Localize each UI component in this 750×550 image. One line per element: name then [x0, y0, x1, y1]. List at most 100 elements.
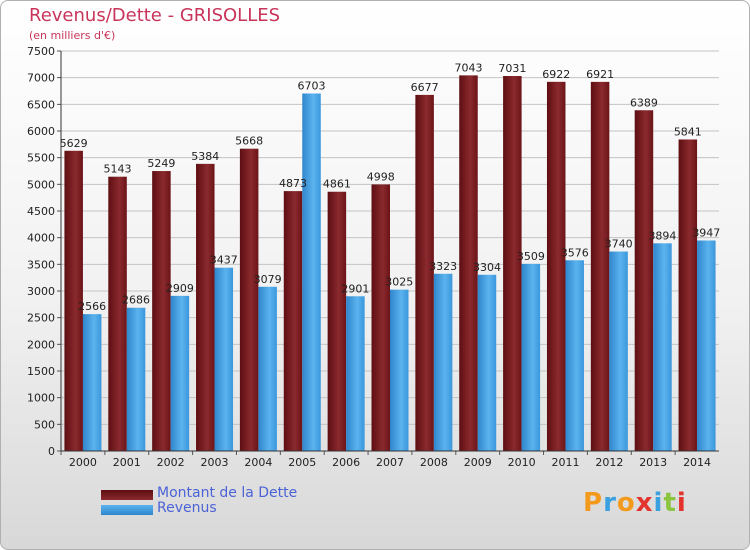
bar-revenus	[565, 260, 584, 451]
y-tick-label: 6500	[27, 98, 55, 111]
data-label-revenus: 3576	[561, 246, 589, 259]
bar-dette	[327, 191, 347, 451]
legend-label-revenus: Revenus	[157, 500, 217, 516]
data-label-revenus: 2686	[122, 294, 150, 307]
y-tick-label: 1000	[27, 392, 55, 405]
data-label-revenus: 2566	[78, 300, 106, 313]
x-tick-label: 2001	[113, 456, 141, 469]
bar-dette	[152, 171, 171, 451]
bar-dette	[678, 139, 698, 452]
data-label-dette: 5841	[674, 125, 702, 138]
y-tick-label: 7500	[27, 45, 55, 58]
data-label-revenus: 3509	[517, 250, 545, 263]
x-tick-label: 2003	[201, 456, 229, 469]
y-tick-label: 1500	[27, 365, 55, 378]
data-label-revenus: 3894	[648, 229, 676, 242]
data-labels: 5629 2566 5143 2686 5249 2909 5384 3437 5668 3079…	[60, 61, 721, 313]
x-tick-label: 2004	[244, 456, 272, 469]
data-label-revenus: 3740	[605, 238, 633, 251]
bar-revenus	[258, 286, 277, 451]
x-tick-label: 2008	[420, 456, 448, 469]
chart-title: Revenus/Dette - GRISOLLES	[29, 5, 281, 26]
logo-letter: i	[676, 488, 687, 518]
bar-revenus	[609, 251, 628, 451]
data-label-revenus: 2909	[166, 282, 194, 295]
bar-revenus	[346, 296, 365, 451]
data-label-revenus: 3323	[429, 260, 457, 273]
y-tick-label: 3500	[27, 258, 55, 271]
data-label-revenus: 3947	[692, 226, 720, 239]
bar-dette	[239, 148, 259, 451]
data-label-revenus: 3079	[254, 273, 282, 286]
bar-dette	[459, 75, 478, 451]
data-label-dette: 4998	[367, 170, 395, 183]
x-tick-label: 2010	[508, 456, 536, 469]
data-label-dette: 5384	[191, 150, 219, 163]
data-label-dette: 4861	[323, 178, 351, 191]
x-axis-ticks: 2000 2001 2002 2003 2004 2005 2006 2007 2008 2009…	[60, 451, 711, 469]
bar-revenus	[214, 267, 234, 451]
data-label-dette: 6677	[411, 81, 439, 94]
x-tick-label: 2002	[157, 456, 185, 469]
data-label-dette: 5629	[60, 137, 88, 150]
data-label-dette: 7031	[498, 62, 526, 75]
bar-revenus	[170, 295, 190, 451]
x-tick-label: 2014	[683, 456, 711, 469]
logo-letter: o	[616, 488, 636, 518]
legend-swatch-revenus	[101, 505, 153, 515]
bar-dette	[196, 163, 215, 451]
bar-dette	[64, 150, 83, 451]
data-label-dette: 6921	[586, 68, 614, 81]
y-tick-label: 6000	[27, 125, 55, 138]
axes	[60, 51, 719, 452]
data-label-revenus: 6703	[298, 80, 326, 93]
x-tick-label: 2000	[69, 456, 97, 469]
y-tick-label: 7000	[27, 72, 55, 85]
x-tick-label: 2005	[288, 456, 316, 469]
y-tick-label: 2000	[27, 338, 55, 351]
legend-swatch-dette	[101, 490, 153, 500]
bar-revenus	[697, 240, 716, 451]
bar-revenus	[653, 243, 672, 451]
bar-revenus	[82, 314, 102, 451]
data-label-dette: 6922	[542, 68, 570, 81]
chart-subtitle: (en milliers d'€)	[29, 29, 116, 42]
data-label-dette: 4873	[279, 177, 307, 190]
bar-dette	[546, 81, 566, 452]
logo-letter: P	[583, 488, 604, 518]
bar-revenus	[390, 289, 409, 451]
x-tick-label: 2007	[376, 456, 404, 469]
bar-revenus	[302, 93, 321, 452]
logo-letter: r	[603, 488, 617, 518]
x-tick-label: 2009	[464, 456, 492, 469]
y-tick-label: 500	[34, 418, 55, 431]
bar-dette	[108, 176, 127, 451]
bar-dette	[283, 191, 303, 451]
proxiti-logo: Proxiti	[583, 488, 687, 518]
data-label-revenus: 3437	[210, 254, 238, 267]
y-tick-label: 5000	[27, 178, 55, 191]
data-label-dette: 7043	[454, 61, 482, 74]
legend-label-dette: Montant de la Dette	[157, 485, 298, 501]
y-tick-label: 2500	[27, 312, 55, 325]
bar-revenus	[433, 273, 453, 451]
y-tick-label: 4000	[27, 232, 55, 245]
data-label-dette: 5143	[104, 163, 132, 176]
logo-letter: t	[663, 488, 677, 518]
bar-revenus	[126, 307, 146, 451]
bar-dette	[415, 94, 434, 451]
y-tick-label: 4500	[27, 205, 55, 218]
x-tick-label: 2012	[595, 456, 623, 469]
bar-revenus	[477, 274, 497, 451]
bars	[64, 75, 716, 452]
data-label-dette: 5668	[235, 135, 263, 148]
data-label-revenus: 3025	[385, 276, 413, 289]
y-axis-ticks: 0 500 1000 1500 2000 2500 3000 3500 4000 4500 5000…	[27, 45, 61, 458]
logo-letter: i	[653, 488, 664, 518]
y-tick-label: 0	[48, 445, 55, 458]
bar-revenus	[521, 263, 541, 451]
data-label-dette: 6389	[630, 96, 658, 109]
x-tick-label: 2011	[551, 456, 579, 469]
